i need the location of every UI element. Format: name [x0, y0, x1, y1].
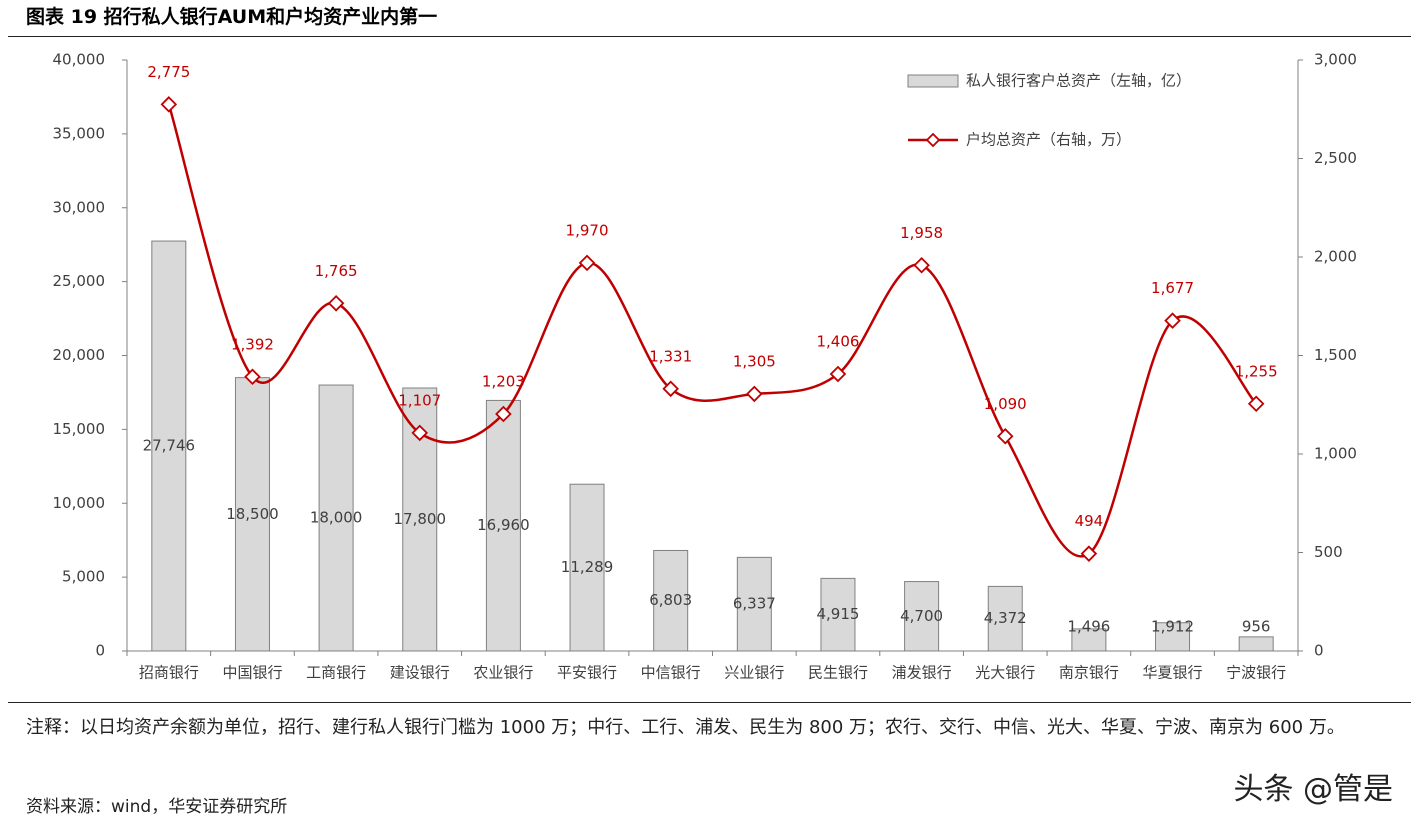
line-value-label: 1,765	[315, 262, 358, 280]
line-value-label: 1,958	[900, 224, 943, 242]
line-marker	[1164, 312, 1181, 329]
bar	[318, 384, 354, 652]
x-tick-label: 宁波银行	[1226, 664, 1286, 682]
legend-label: 私人银行客户总资产（左轴，亿）	[966, 72, 1191, 90]
title-rule	[8, 36, 1411, 37]
bar-value-label: 4,372	[984, 609, 1027, 627]
y2-tick-label: 2,000	[1314, 248, 1357, 266]
bar-value-label: 11,289	[561, 558, 614, 576]
x-tick-label: 民生银行	[808, 664, 868, 682]
note: 注释：以日均资产余额为单位，招行、建行私人银行门槛为 1000 万；中行、工行、…	[26, 717, 1345, 738]
line-value-label: 1,090	[984, 395, 1027, 413]
x-tick-label: 中国银行	[222, 664, 282, 682]
x-tick-label: 光大银行	[975, 664, 1035, 682]
bar-value-label: 18,000	[310, 509, 363, 527]
line-marker	[160, 96, 178, 113]
line-marker	[578, 254, 596, 272]
bar	[234, 377, 270, 652]
bar-value-label: 1,912	[1151, 618, 1194, 636]
x-tick-label: 平安银行	[557, 664, 617, 682]
bar	[820, 577, 856, 652]
line-marker	[662, 380, 679, 398]
line-marker	[913, 257, 930, 274]
bar	[1071, 628, 1107, 652]
line-value-label: 1,677	[1151, 279, 1194, 297]
y2-tick-label: 2,500	[1314, 149, 1357, 167]
bar	[151, 240, 187, 652]
chart-title: 图表 19 招行私人银行AUM和户均资产业内第一	[26, 6, 438, 28]
line-marker	[411, 424, 429, 442]
source: 资料来源：wind，华安证券研究所	[26, 797, 288, 817]
line-value-label: 2,775	[147, 63, 190, 81]
chart: 0 5,000 10,000 15,000 20,000 25,000 30,000 35,0…	[53, 51, 1357, 682]
bar	[1238, 636, 1274, 652]
line-value-label: 1,970	[566, 221, 609, 239]
y-tick-label: 20,000	[53, 346, 106, 364]
y-tick-label: 15,000	[53, 420, 106, 438]
y2-tick-label: 1,500	[1314, 346, 1357, 364]
x-tick-label: 兴业银行	[724, 664, 784, 682]
line-value-label: 1,331	[649, 347, 692, 365]
y-tick-label: 40,000	[53, 51, 106, 69]
legend-marker	[925, 132, 941, 148]
bar-value-label: 18,500	[226, 505, 279, 523]
y2-tick-label: 0	[1314, 642, 1324, 660]
bar	[736, 556, 772, 652]
y-tick-label: 10,000	[53, 494, 106, 512]
y-tick-label: 25,000	[53, 272, 106, 290]
bar-value-label: 6,337	[733, 595, 776, 613]
y2-tick-label: 500	[1314, 543, 1343, 561]
legend-swatch	[907, 74, 959, 88]
bar	[569, 483, 605, 652]
watermark: 头条 @管是	[1233, 772, 1393, 807]
x-tick-label: 工商银行	[306, 664, 366, 682]
y-tick-label: 35,000	[53, 124, 106, 142]
line-value-label: 1,203	[482, 373, 525, 391]
line-marker	[746, 385, 763, 403]
x-tick-label: 招商银行	[139, 664, 199, 682]
x-tick-label: 华夏银行	[1143, 664, 1203, 682]
line-value-label: 1,255	[1235, 362, 1278, 380]
bar-value-label: 1,496	[1067, 618, 1110, 636]
bar	[653, 549, 689, 652]
bar-value-label: 6,803	[649, 591, 692, 609]
y2-tick-label: 1,000	[1314, 445, 1357, 463]
line-marker	[829, 365, 847, 383]
bar-value-label: 27,746	[143, 437, 196, 455]
y-tick-label: 30,000	[53, 198, 106, 216]
bar	[1155, 622, 1191, 652]
y-tick-label: 0	[95, 642, 105, 660]
x-tick-label: 中信银行	[641, 664, 701, 682]
bottom-rule	[8, 702, 1411, 703]
x-tick-label: 浦发银行	[892, 664, 952, 682]
legend-label: 户均总资产（右轴，万）	[966, 131, 1131, 149]
y-tick-label: 5,000	[62, 568, 105, 586]
bar-value-label: 17,800	[394, 510, 447, 528]
line-value-label: 1,305	[733, 352, 776, 370]
bar	[904, 581, 940, 652]
bar-value-label: 956	[1242, 618, 1271, 636]
bar-value-label: 4,700	[900, 607, 943, 625]
x-tick-label: 建设银行	[390, 664, 450, 682]
bar	[485, 399, 521, 652]
line-marker	[996, 427, 1014, 445]
x-tick-label: 农业银行	[473, 664, 533, 682]
y2-tick-label: 3,000	[1314, 51, 1357, 69]
bar	[987, 585, 1023, 652]
line-value-label: 494	[1075, 512, 1104, 530]
line-value-label: 1,406	[816, 333, 859, 351]
x-tick-label: 南京银行	[1059, 664, 1119, 682]
line-marker	[495, 405, 512, 423]
line-value-label: 1,107	[398, 391, 441, 409]
line-marker	[1247, 395, 1265, 413]
bar-value-label: 16,960	[477, 516, 530, 534]
line-value-label: 1,392	[231, 335, 274, 353]
bar-value-label: 4,915	[816, 605, 859, 623]
line-marker	[1080, 545, 1098, 562]
line-marker	[244, 368, 261, 386]
line-marker	[327, 295, 345, 312]
